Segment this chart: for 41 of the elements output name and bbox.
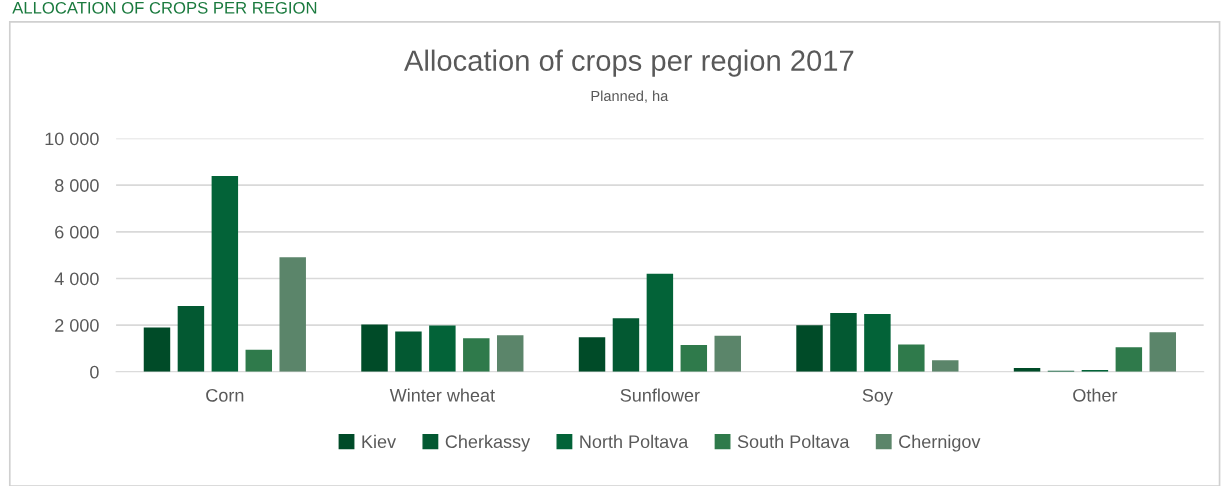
bar bbox=[1149, 332, 1177, 372]
y-tick-label: 10 000 bbox=[45, 132, 99, 146]
chart-subtitle: Planned, ha bbox=[591, 90, 669, 103]
bar bbox=[143, 327, 171, 372]
bar bbox=[395, 331, 422, 372]
legend-label: Kiev bbox=[362, 434, 397, 449]
y-tick-label: 0 bbox=[90, 365, 99, 379]
bar bbox=[898, 344, 925, 372]
bar bbox=[463, 338, 490, 372]
bar bbox=[680, 344, 708, 372]
bar bbox=[497, 335, 524, 372]
text: ALLOCATION OF CROPS PER REGION bbox=[12, 1, 317, 14]
x-tick-label: Sunflower bbox=[620, 388, 700, 402]
x-tick-label: Corn bbox=[206, 388, 244, 402]
bar bbox=[646, 273, 674, 372]
legend-label: South Poltava bbox=[737, 434, 850, 449]
bar bbox=[429, 325, 456, 372]
bar bbox=[279, 257, 306, 372]
y-tick-label: 4 000 bbox=[54, 272, 99, 286]
x-tick-label: Other bbox=[1073, 388, 1118, 402]
y-tick-label: 2 000 bbox=[55, 319, 99, 332]
legend-label: Chernigov bbox=[899, 434, 981, 452]
bar bbox=[830, 313, 857, 372]
bar bbox=[578, 337, 606, 372]
bar bbox=[612, 318, 640, 372]
bar bbox=[932, 360, 959, 372]
legend-label: Cherkassy bbox=[445, 434, 531, 452]
legend-label: North Poltava bbox=[580, 434, 689, 449]
bar bbox=[864, 313, 891, 372]
bar bbox=[211, 176, 239, 372]
chart-title: Allocation of crops per region 2017 bbox=[404, 49, 854, 77]
y-tick-label: 8 000 bbox=[55, 179, 99, 192]
bar bbox=[796, 325, 823, 372]
bar bbox=[177, 306, 205, 372]
y-tick-label: 6 000 bbox=[55, 225, 99, 239]
bar bbox=[245, 349, 273, 372]
x-tick-label: Winter wheat bbox=[389, 388, 495, 402]
x-tick-label: Soy bbox=[862, 388, 893, 406]
bar bbox=[714, 335, 741, 372]
bar bbox=[361, 324, 388, 372]
bar bbox=[1115, 347, 1143, 372]
